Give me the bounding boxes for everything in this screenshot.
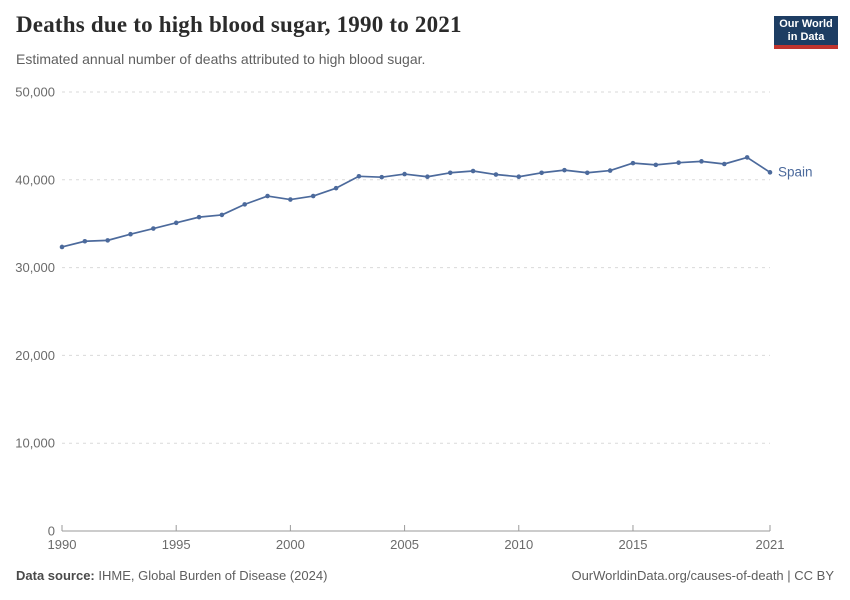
data-point[interactable] [379,174,385,180]
data-source-text: IHME, Global Burden of Disease (2024) [94,568,328,583]
data-source-note: Data source: IHME, Global Burden of Dise… [16,568,327,583]
y-axis-tick-label: 30,000 [15,260,55,275]
data-point[interactable] [562,167,567,173]
data-point[interactable] [402,171,407,177]
chart-subtitle: Estimated annual number of deaths attrib… [16,51,426,67]
data-point[interactable] [196,214,202,220]
data-point[interactable] [219,212,225,218]
y-axis-tick-label: 50,000 [15,85,55,100]
x-axis-tick-label: 2015 [619,537,648,550]
data-point[interactable] [676,160,681,165]
x-axis-tick-label: 2021 [756,537,785,550]
data-source-label: Data source: [16,568,95,583]
credit-link[interactable]: OurWorldinData.org/causes-of-death | CC … [571,568,834,583]
data-point[interactable] [493,172,499,177]
data-point[interactable] [82,238,88,244]
owid-logo[interactable]: Our World in Data [774,16,838,49]
data-point[interactable] [630,160,636,166]
series-line-spain[interactable] [61,156,771,248]
owid-logo-line1: Our World [779,17,833,30]
data-point[interactable] [607,168,613,173]
line-chart[interactable]: 0 10,000 20,000 30,000 40,000 50,000 1990 1995 2… [0,80,850,551]
x-axis-tick-label: 2000 [276,537,305,550]
data-point[interactable] [242,202,248,207]
data-point[interactable] [653,162,659,168]
y-axis-tick-label: 40,000 [15,172,55,187]
data-point[interactable] [151,226,156,231]
data-point[interactable] [310,193,316,199]
data-point[interactable] [539,170,544,176]
data-point[interactable] [516,174,522,180]
data-point[interactable] [356,173,362,179]
data-point[interactable] [288,197,293,202]
x-axis-tick-label: 2010 [504,537,533,550]
data-point[interactable] [699,159,704,164]
data-point[interactable] [333,185,339,191]
data-point[interactable] [470,168,476,174]
chart-title: Deaths due to high blood sugar, 1990 to … [16,12,462,37]
y-axis-tick-label: 10,000 [15,436,55,451]
data-point[interactable] [447,170,453,176]
data-point[interactable] [722,161,727,167]
x-axis-tick-label: 1995 [162,537,191,550]
x-axis-tick-label: 1990 [48,537,77,550]
y-axis-tick-label: 20,000 [15,348,55,363]
series-label-spain: Spain [778,164,813,179]
data-point[interactable] [265,193,270,199]
x-axis-tick-label: 2005 [390,537,419,550]
data-point[interactable] [584,170,590,176]
data-point[interactable] [59,244,65,250]
data-point[interactable] [173,220,179,226]
data-point[interactable] [128,231,133,237]
data-point[interactable] [767,170,773,175]
data-point[interactable] [744,155,750,160]
y-axis-tick-label: 0 [48,524,55,539]
data-point[interactable] [425,174,430,180]
owid-logo-line2: in Data [787,30,825,43]
data-point[interactable] [105,238,110,243]
